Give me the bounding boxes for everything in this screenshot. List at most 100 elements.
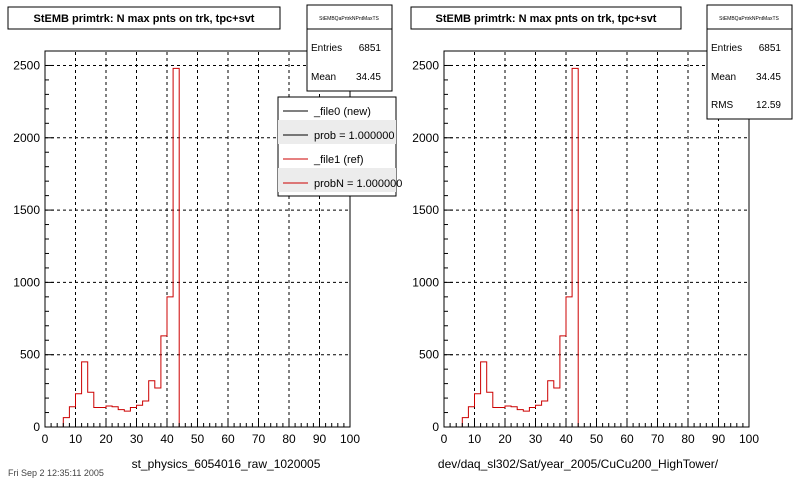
x-tick-label: 0 (42, 432, 49, 446)
right-stats-box (706, 4, 793, 120)
left-x-axis-label: st_physics_6054016_raw_1020005 (132, 457, 321, 471)
histogram-bin (94, 407, 100, 427)
left-x-tick-labels: 0 10 20 30 40 50 60 70 80 90 100 (42, 432, 361, 446)
right-stats-mean-value: 34.45 (756, 72, 781, 83)
x-tick-label: 30 (529, 432, 543, 446)
left-title: StEMB primtrk: N max pnts on trk, tpc+sv… (34, 13, 255, 25)
histogram-bin (475, 394, 481, 427)
x-tick-label: 20 (99, 432, 113, 446)
right-pad: 0 10 20 30 40 50 60 70 80 90 100 0 500 1000 1500 2000 2… (410, 4, 793, 471)
right-stats-rms-value: 12.59 (756, 100, 781, 111)
histogram-step-line (444, 67, 749, 428)
y-tick-label: 1500 (13, 203, 40, 217)
legend-row-shade (278, 168, 396, 192)
left-stats-entries-value: 6851 (359, 43, 382, 54)
histogram-bin (505, 406, 511, 427)
x-tick-label: 90 (712, 432, 726, 446)
x-tick-label: 50 (191, 432, 205, 446)
histogram-bin (572, 68, 578, 427)
x-tick-label: 100 (739, 432, 759, 446)
right-stats-name: StEMBQaPrtrkNPntMaxTS (719, 16, 779, 22)
x-tick-label: 40 (559, 432, 573, 446)
left-stats-entries-label: Entries (311, 43, 342, 54)
histogram-bin (149, 381, 155, 427)
histogram-bin (88, 392, 94, 427)
histogram-bin (82, 362, 88, 427)
histogram-bin (137, 405, 143, 427)
histogram-bin (529, 407, 535, 427)
right-axis-ticks (443, 64, 750, 428)
x-tick-label: 80 (282, 432, 296, 446)
histogram-bin (118, 410, 124, 427)
left-axis-ticks (44, 64, 351, 428)
histogram-bin (468, 407, 474, 427)
right-stats-mean-label: Mean (711, 72, 736, 83)
x-tick-label: 10 (468, 432, 482, 446)
histogram-bin (167, 297, 173, 427)
y-tick-label: 1000 (13, 275, 40, 289)
histogram-bin (493, 407, 499, 427)
y-tick-label: 1000 (412, 275, 439, 289)
histogram-bin (106, 406, 112, 427)
y-tick-label: 2500 (412, 58, 439, 72)
legend-label-prob: prob = 1.000000 (314, 130, 394, 142)
left-legend: _file0 (new) prob = 1.000000 _file1 (ref… (277, 96, 402, 197)
x-tick-label: 0 (441, 432, 448, 446)
left-stats-mean-value: 34.45 (356, 72, 381, 83)
x-tick-label: 30 (130, 432, 144, 446)
y-tick-label: 2500 (13, 58, 40, 72)
histogram-bin (76, 394, 82, 427)
right-x-axis-label: dev/daq_sl302/Sat/year_2005/CuCu200_High… (438, 457, 719, 471)
histogram-bin (499, 407, 505, 427)
x-tick-label: 100 (340, 432, 360, 446)
x-tick-label: 40 (160, 432, 174, 446)
x-tick-label: 90 (313, 432, 327, 446)
histogram-bin (112, 407, 118, 427)
left-stats-name: StEMBQaPrtrkNPntMaxTS (319, 16, 379, 22)
x-tick-label: 50 (590, 432, 604, 446)
histogram-bin (554, 388, 560, 427)
histogram-bin (100, 407, 106, 427)
legend-row-shade (278, 120, 396, 144)
x-tick-label: 70 (252, 432, 266, 446)
x-tick-label: 60 (620, 432, 634, 446)
left-title-box (7, 6, 281, 30)
left-y-tick-labels: 0 500 1000 1500 2000 2500 (13, 58, 40, 434)
histogram-bin (462, 418, 468, 427)
histogram-bin (130, 407, 136, 427)
histogram-bin (560, 336, 566, 427)
y-tick-label: 2000 (412, 131, 439, 145)
left-stats-box (306, 4, 393, 92)
right-stats-entries-label: Entries (711, 43, 742, 54)
histogram-bin (69, 407, 75, 427)
left-pad: 0 10 20 30 40 50 60 70 80 90 100 0 500 1000 1500 2000 2… (7, 4, 402, 471)
histogram-bin (517, 410, 523, 427)
x-tick-label: 70 (651, 432, 665, 446)
histogram-bin (124, 411, 130, 427)
legend-label-file1: _file1 (ref) (313, 154, 364, 166)
histogram-bin (548, 381, 554, 427)
histogram-bin (143, 401, 149, 427)
right-title: StEMB primtrk: N max pnts on trk, tpc+sv… (436, 13, 657, 25)
left-stats-mean-label: Mean (311, 72, 336, 83)
right-x-tick-labels: 0 10 20 30 40 50 60 70 80 90 100 (441, 432, 760, 446)
histogram-bin (63, 418, 69, 427)
y-tick-label: 0 (33, 420, 40, 434)
y-tick-label: 0 (432, 420, 439, 434)
right-stats-entries-value: 6851 (759, 43, 782, 54)
histogram-bin (566, 297, 572, 427)
y-tick-label: 500 (20, 348, 40, 362)
histogram-bin (523, 411, 529, 427)
footer-timestamp: Fri Sep 2 12:35:11 2005 (8, 468, 104, 478)
right-title-box (410, 6, 682, 30)
legend-label-probN: probN = 1.000000 (314, 178, 402, 190)
y-tick-label: 1500 (412, 203, 439, 217)
right-y-tick-labels: 0 500 1000 1500 2000 2500 (412, 58, 439, 434)
x-tick-label: 20 (498, 432, 512, 446)
histogram-bin (173, 68, 179, 427)
x-tick-label: 80 (681, 432, 695, 446)
histogram-bin (511, 407, 517, 427)
histogram-bin (487, 392, 493, 427)
histogram-bin (542, 401, 548, 427)
